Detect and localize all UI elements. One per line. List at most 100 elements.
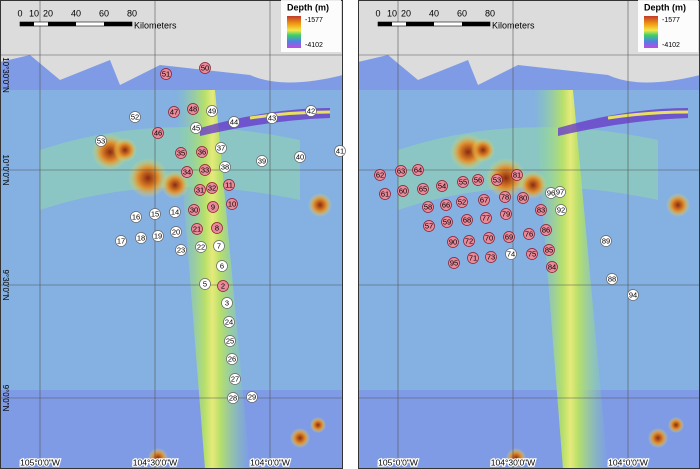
scale-unit: Kilometers bbox=[134, 20, 177, 30]
latitude-label: 10°0'0"N bbox=[1, 154, 10, 185]
scale-bar-segment bbox=[48, 22, 76, 26]
scale-unit: Kilometers bbox=[492, 20, 535, 30]
station-marker bbox=[135, 232, 147, 244]
station-marker bbox=[181, 166, 193, 178]
station-marker bbox=[221, 297, 233, 309]
station-label: 48 bbox=[189, 104, 197, 113]
station-marker bbox=[440, 199, 452, 211]
station-label: 70 bbox=[485, 233, 493, 242]
station-marker bbox=[463, 235, 475, 247]
station-marker bbox=[491, 174, 503, 186]
legend-title: Depth (m) bbox=[287, 2, 329, 12]
station-label: 21 bbox=[193, 224, 201, 233]
station-marker bbox=[216, 260, 228, 272]
station-marker bbox=[226, 353, 238, 365]
station-label: 72 bbox=[465, 236, 473, 245]
station-marker bbox=[523, 228, 535, 240]
legend-min: -4102 bbox=[305, 42, 323, 49]
station-marker bbox=[188, 204, 200, 216]
station-marker bbox=[217, 280, 229, 292]
station-label: 49 bbox=[208, 106, 216, 115]
station-label: 44 bbox=[230, 117, 238, 126]
station-marker bbox=[485, 251, 497, 263]
ridge bbox=[533, 90, 608, 469]
station-marker bbox=[478, 194, 490, 206]
scale-bar-segment bbox=[462, 22, 490, 26]
station-label: 5 bbox=[203, 279, 207, 288]
station-label: 40 bbox=[296, 152, 304, 161]
scale-bar-segment bbox=[378, 22, 392, 26]
seamount bbox=[486, 158, 526, 198]
station-label: 52 bbox=[131, 112, 139, 121]
station-label: 84 bbox=[548, 262, 556, 271]
legend-title: Depth (m) bbox=[644, 2, 686, 12]
station-marker bbox=[511, 169, 523, 181]
station-label: 57 bbox=[425, 221, 433, 230]
station-label: 26 bbox=[228, 354, 236, 363]
station-marker bbox=[206, 105, 218, 117]
station-marker bbox=[196, 146, 208, 158]
station-label: 60 bbox=[399, 186, 407, 195]
station-label: 78 bbox=[501, 192, 509, 201]
station-marker bbox=[555, 204, 567, 216]
station-marker bbox=[395, 165, 407, 177]
station-marker bbox=[334, 145, 346, 157]
station-label: 27 bbox=[231, 374, 239, 383]
station-marker bbox=[115, 235, 127, 247]
station-marker bbox=[467, 252, 479, 264]
station-label: 23 bbox=[177, 245, 185, 254]
map-panel bbox=[0, 0, 343, 469]
station-marker bbox=[199, 164, 211, 176]
station-marker bbox=[211, 222, 223, 234]
scale-label: 40 bbox=[71, 8, 81, 18]
station-label: 81 bbox=[513, 170, 521, 179]
fracture-zone-crest bbox=[607, 110, 689, 120]
station-label: 63 bbox=[397, 166, 405, 175]
legend-min: -4102 bbox=[662, 42, 680, 49]
station-label: 42 bbox=[307, 106, 315, 115]
station-label: 66 bbox=[442, 200, 450, 209]
scale-label: 20 bbox=[401, 8, 411, 18]
station-label: 52 bbox=[458, 197, 466, 206]
station-label: 97 bbox=[556, 187, 564, 196]
station-marker bbox=[199, 278, 211, 290]
station-marker bbox=[266, 112, 278, 124]
station-label: 92 bbox=[557, 205, 565, 214]
station-marker bbox=[224, 335, 236, 347]
legend-max: -1577 bbox=[662, 17, 680, 24]
station-label: 3 bbox=[225, 298, 229, 307]
station-marker bbox=[227, 392, 239, 404]
station-marker bbox=[423, 220, 435, 232]
scale-label: 80 bbox=[127, 8, 137, 18]
station-marker bbox=[175, 244, 187, 256]
station-marker bbox=[152, 127, 164, 139]
scale-label: 40 bbox=[429, 8, 439, 18]
station-marker bbox=[447, 236, 459, 248]
scale-label: 60 bbox=[457, 8, 467, 18]
station-marker bbox=[436, 180, 448, 192]
station-marker bbox=[461, 214, 473, 226]
station-label: 29 bbox=[248, 392, 256, 401]
station-label: 83 bbox=[537, 205, 545, 214]
station-marker bbox=[456, 196, 468, 208]
scale-label: 10 bbox=[387, 8, 397, 18]
station-marker bbox=[213, 240, 225, 252]
station-label: 8 bbox=[215, 223, 219, 232]
station-marker bbox=[191, 223, 203, 235]
land bbox=[0, 0, 343, 85]
fracture-zone-crest bbox=[249, 110, 331, 120]
scale-label: 10 bbox=[29, 8, 39, 18]
station-marker bbox=[480, 212, 492, 224]
station-label: 51 bbox=[162, 69, 170, 78]
seamount bbox=[668, 417, 684, 433]
seamount bbox=[161, 171, 189, 199]
station-label: 43 bbox=[268, 113, 276, 122]
station-marker bbox=[535, 204, 547, 216]
seamount bbox=[506, 448, 526, 468]
station-label: 79 bbox=[502, 209, 510, 218]
station-marker bbox=[190, 122, 202, 134]
seamount bbox=[519, 171, 547, 199]
station-label: 62 bbox=[376, 170, 384, 179]
station-marker bbox=[422, 201, 434, 213]
